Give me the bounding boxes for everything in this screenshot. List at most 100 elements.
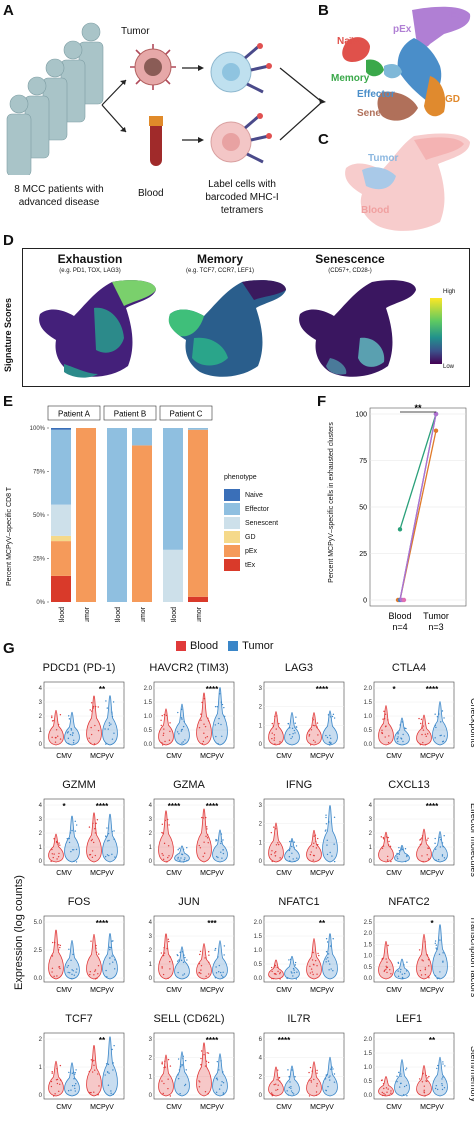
e-bar-segment: [107, 428, 127, 602]
violin-point: [273, 739, 275, 741]
violin-point: [169, 1065, 172, 1067]
violin-point: [91, 856, 94, 859]
violin-point: [214, 977, 217, 979]
violin-point: [291, 972, 293, 974]
violin-plot: 6 4 2 0 CMV **** MCPyV: [259, 1032, 345, 1111]
violin-point: [387, 860, 389, 863]
violin-point: [73, 849, 75, 851]
violin-point: [111, 713, 113, 715]
violin-point: [327, 953, 330, 955]
violin-ytick-label: 0.5: [364, 728, 373, 734]
violin-point: [384, 736, 386, 738]
violin-point: [220, 833, 223, 835]
violin-point: [420, 722, 422, 725]
violin-point: [291, 852, 293, 854]
violin-point: [296, 971, 298, 973]
violin-point: [168, 824, 170, 826]
violin-point: [105, 835, 107, 837]
violin-point: [112, 961, 114, 963]
violin-significance: ****: [426, 802, 439, 811]
violin-point: [312, 724, 315, 727]
violin-point: [397, 857, 399, 860]
violin-point: [422, 741, 424, 744]
violin-point: [95, 947, 97, 949]
violin-point: [91, 850, 94, 852]
violin-point: [204, 1090, 207, 1093]
violin-point: [273, 734, 276, 736]
e-legend-swatch: [224, 545, 240, 557]
e-xtick-label: Tumor: [196, 606, 203, 622]
violin-point: [436, 716, 439, 718]
violin-ytick-label: 4: [259, 1056, 263, 1062]
violin-plot: 2.0 1.5 1.0 0.5 0.0 CMV MCPyV ****: [144, 681, 235, 760]
violin-point: [214, 949, 216, 951]
violin-point: [92, 705, 95, 708]
violin-point: [59, 946, 61, 949]
violin-point: [58, 966, 61, 968]
patient-header-box: [159, 405, 213, 421]
panel-label-d: D: [3, 232, 14, 249]
violin-point: [200, 969, 202, 971]
sig-title-exhaustion: Exhaustion: [57, 252, 123, 266]
violin-point: [56, 1078, 59, 1081]
violin-point: [105, 1063, 108, 1065]
violin-point: [218, 964, 221, 967]
violin-point: [107, 840, 109, 842]
violin-point: [163, 728, 165, 730]
violin-point: [423, 1091, 425, 1093]
violin-point: [442, 1076, 444, 1078]
umap-tissue: [345, 133, 470, 231]
violin-point: [272, 725, 274, 727]
violin-point: [109, 948, 111, 951]
violin-point: [327, 714, 330, 716]
violin-point: [315, 1091, 318, 1093]
violin-point: [292, 858, 294, 860]
violin-point: [271, 732, 273, 734]
f-series-line: [399, 413, 437, 530]
cluster-label-tex: tEx: [447, 10, 463, 21]
violin-point: [217, 722, 220, 725]
violin-blood: [48, 709, 64, 746]
violin-point: [167, 1087, 169, 1090]
sig-title-senescence: Senescence: [315, 252, 385, 266]
violin-point: [313, 1078, 315, 1081]
violin-point: [274, 855, 277, 857]
violin-point: [216, 1077, 218, 1079]
violin-point: [385, 968, 387, 971]
f-ylabel: Percent MCPyV–specific cells in exhauste…: [328, 422, 335, 583]
violin-point: [216, 1060, 219, 1063]
e-ytick-label: 0%: [36, 600, 45, 606]
violin-point: [384, 725, 387, 728]
violin-point: [51, 853, 53, 855]
violin-point: [271, 1093, 273, 1096]
violin-point: [316, 1069, 318, 1072]
violin-point: [440, 838, 442, 841]
violin-point: [67, 731, 69, 733]
violin-point: [325, 958, 327, 960]
violin-significance: ****: [316, 685, 329, 694]
violin-point: [435, 944, 438, 946]
violin-point: [111, 1048, 113, 1051]
violin-point: [75, 1069, 77, 1071]
violin-point: [109, 957, 111, 959]
violin-point: [107, 1071, 109, 1073]
violin-point: [291, 736, 294, 738]
violin-blood: [416, 1065, 432, 1097]
violin-point: [169, 1095, 172, 1097]
violin-point: [72, 732, 74, 734]
violin-point: [199, 1081, 201, 1083]
violin-point: [441, 842, 444, 844]
violin-ytick-label: 1: [39, 1065, 43, 1071]
violin-point: [325, 814, 327, 816]
violin-point: [270, 853, 272, 856]
violin-point: [71, 734, 74, 736]
violin-point: [426, 733, 429, 735]
violin-point: [273, 826, 275, 828]
violin-point: [291, 1069, 293, 1071]
violin-point: [443, 717, 445, 719]
violin-ytick-label: 2.0: [364, 1037, 373, 1043]
violin-point: [91, 1060, 94, 1062]
violin-point: [316, 965, 318, 967]
violin-point: [95, 822, 97, 825]
violin-point: [215, 972, 218, 974]
